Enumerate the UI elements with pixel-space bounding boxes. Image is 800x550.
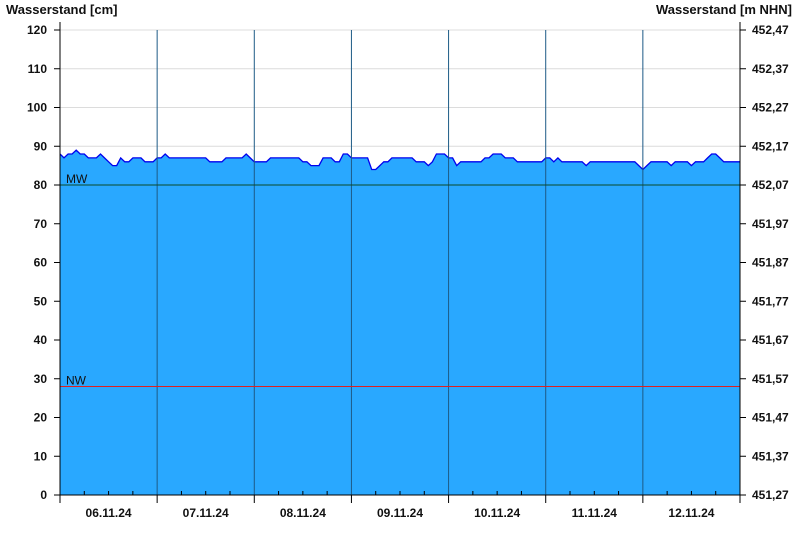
y-tick-label-left: 120 xyxy=(27,23,47,37)
reference-label-mw: MW xyxy=(66,172,88,186)
y-tick-label-left: 60 xyxy=(34,256,48,270)
water-level-line xyxy=(59,149,740,171)
y-tick-label-left: 50 xyxy=(34,294,48,308)
x-tick-label: 10.11.24 xyxy=(474,506,520,520)
y-tick-label-left: 10 xyxy=(34,449,48,463)
x-tick-label: 08.11.24 xyxy=(280,506,326,520)
y-tick-label-right: 452,17 xyxy=(752,139,789,153)
y-tick-label-left: 0 xyxy=(40,488,47,502)
y-tick-label-left: 30 xyxy=(34,372,48,386)
x-tick-label: 06.11.24 xyxy=(86,506,132,520)
y-tick-label-right: 451,37 xyxy=(752,449,789,463)
y-tick-label-right: 452,37 xyxy=(752,62,789,76)
y-tick-label-left: 100 xyxy=(27,101,47,115)
y-tick-label-right: 452,07 xyxy=(752,178,789,192)
x-tick-label: 07.11.24 xyxy=(183,506,229,520)
x-tick-label: 09.11.24 xyxy=(377,506,423,520)
y-tick-label-left: 80 xyxy=(34,178,48,192)
y-tick-label-right: 452,27 xyxy=(752,101,789,115)
water-level-area xyxy=(60,150,740,495)
y-tick-label-left: 20 xyxy=(34,411,48,425)
y-tick-label-left: 110 xyxy=(28,62,48,76)
y-tick-label-right: 451,77 xyxy=(752,294,789,308)
y-tick-label-right: 451,27 xyxy=(752,488,789,502)
y-tick-label-right: 452,47 xyxy=(752,23,789,37)
y-tick-label-left: 90 xyxy=(34,139,48,153)
y-tick-label-right: 451,87 xyxy=(752,256,789,270)
x-tick-label: 12.11.24 xyxy=(668,506,714,520)
x-tick-label: 11.11.24 xyxy=(572,506,618,520)
y-tick-label-left: 70 xyxy=(34,217,48,231)
reference-label-nw: NW xyxy=(66,374,87,388)
y-axis-right-title: Wasserstand [m NHN] xyxy=(655,2,792,17)
y-tick-label-right: 451,57 xyxy=(752,372,789,386)
y-tick-label-right: 451,67 xyxy=(752,333,789,347)
y-axis-left-title: Wasserstand [cm] xyxy=(6,2,118,17)
y-tick-label-right: 451,97 xyxy=(752,217,789,231)
y-tick-label-left: 40 xyxy=(34,333,48,347)
y-tick-label-right: 451,47 xyxy=(752,411,789,425)
